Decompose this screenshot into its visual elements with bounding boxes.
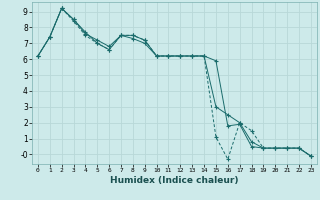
X-axis label: Humidex (Indice chaleur): Humidex (Indice chaleur) [110, 176, 239, 185]
